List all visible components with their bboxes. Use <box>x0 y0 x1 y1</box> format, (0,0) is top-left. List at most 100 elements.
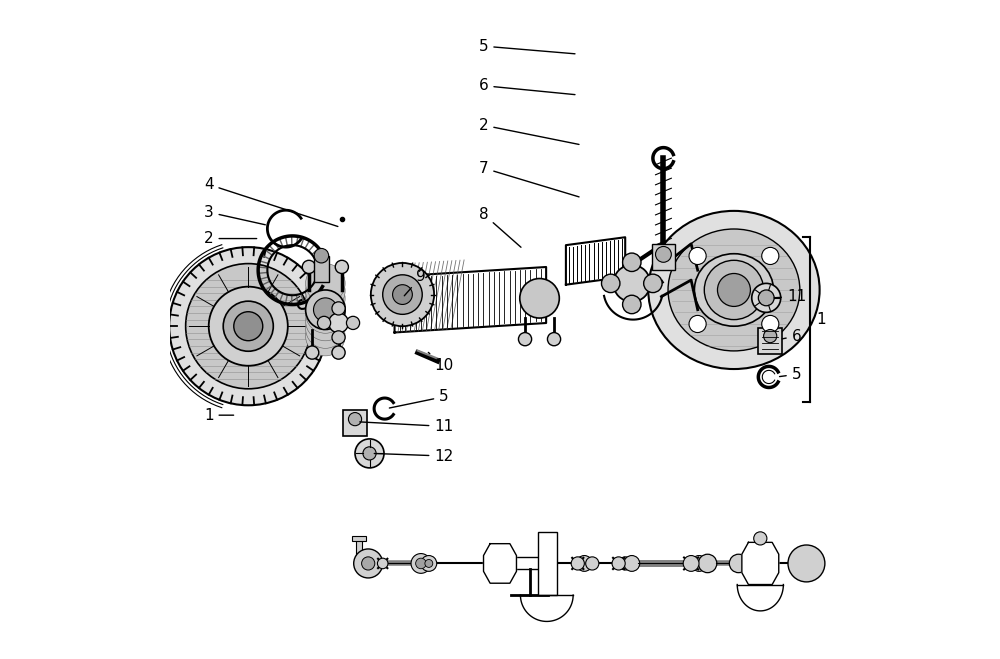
Circle shape <box>306 264 345 303</box>
Circle shape <box>306 301 345 341</box>
Text: 11: 11 <box>360 419 454 434</box>
Circle shape <box>788 545 825 582</box>
Circle shape <box>520 279 559 318</box>
Circle shape <box>383 275 422 314</box>
Circle shape <box>377 558 388 569</box>
Circle shape <box>576 556 592 571</box>
Circle shape <box>302 260 315 273</box>
Bar <box>652 244 675 270</box>
Ellipse shape <box>648 211 820 369</box>
Circle shape <box>612 557 625 570</box>
Circle shape <box>306 309 345 349</box>
Text: 8: 8 <box>479 207 521 247</box>
Circle shape <box>683 556 699 571</box>
Circle shape <box>329 313 348 333</box>
Circle shape <box>348 413 362 426</box>
Circle shape <box>335 260 348 273</box>
Circle shape <box>306 286 345 326</box>
Circle shape <box>624 556 640 571</box>
Circle shape <box>362 557 375 570</box>
Circle shape <box>704 260 764 320</box>
Text: 1: 1 <box>204 408 234 422</box>
Bar <box>352 536 366 541</box>
Circle shape <box>764 330 777 343</box>
Circle shape <box>416 558 426 569</box>
Circle shape <box>306 290 345 330</box>
Circle shape <box>209 287 288 366</box>
Circle shape <box>306 279 345 318</box>
Circle shape <box>332 346 345 359</box>
Text: 2: 2 <box>204 231 257 246</box>
Circle shape <box>411 554 431 573</box>
Circle shape <box>234 312 263 341</box>
Circle shape <box>518 333 532 346</box>
Circle shape <box>571 557 584 570</box>
Circle shape <box>752 283 781 312</box>
Circle shape <box>306 346 319 359</box>
Ellipse shape <box>668 229 800 351</box>
Circle shape <box>425 559 433 567</box>
Circle shape <box>306 294 345 333</box>
Bar <box>758 328 782 354</box>
Circle shape <box>306 316 345 356</box>
Circle shape <box>689 316 706 333</box>
Circle shape <box>332 331 345 344</box>
Polygon shape <box>566 237 625 285</box>
Text: 6: 6 <box>479 78 575 95</box>
Circle shape <box>363 447 376 460</box>
Text: 7: 7 <box>479 161 579 197</box>
Text: 5: 5 <box>780 367 801 382</box>
Polygon shape <box>395 267 546 332</box>
Circle shape <box>623 295 641 314</box>
Circle shape <box>613 265 650 302</box>
Circle shape <box>758 290 774 306</box>
Circle shape <box>223 301 273 351</box>
Circle shape <box>754 532 767 545</box>
Circle shape <box>762 316 779 333</box>
Circle shape <box>371 263 434 326</box>
Text: 5: 5 <box>389 389 449 408</box>
Circle shape <box>317 316 331 330</box>
Text: 2: 2 <box>479 118 579 144</box>
Text: 3: 3 <box>204 205 265 225</box>
Text: 12: 12 <box>374 449 454 463</box>
Polygon shape <box>742 542 779 585</box>
Circle shape <box>354 549 383 578</box>
Circle shape <box>729 554 748 573</box>
Circle shape <box>698 554 717 573</box>
Text: 1: 1 <box>816 312 826 327</box>
Circle shape <box>421 556 437 571</box>
Circle shape <box>314 248 329 263</box>
Circle shape <box>332 302 345 315</box>
Bar <box>510 557 549 569</box>
Circle shape <box>762 247 779 264</box>
Circle shape <box>314 298 337 322</box>
Circle shape <box>689 247 706 264</box>
Circle shape <box>717 273 750 306</box>
Circle shape <box>186 264 311 389</box>
Text: 10: 10 <box>428 353 454 373</box>
Bar <box>538 532 557 595</box>
Text: 5: 5 <box>479 39 575 54</box>
Polygon shape <box>484 544 516 583</box>
Polygon shape <box>520 595 573 621</box>
Circle shape <box>619 557 632 570</box>
Circle shape <box>691 556 707 571</box>
Circle shape <box>547 333 561 346</box>
Circle shape <box>623 253 641 272</box>
Circle shape <box>346 316 360 330</box>
Circle shape <box>393 285 412 304</box>
Circle shape <box>169 247 327 405</box>
Circle shape <box>656 246 671 262</box>
Ellipse shape <box>694 254 773 326</box>
Circle shape <box>306 271 345 310</box>
Bar <box>343 410 367 436</box>
Text: 4: 4 <box>204 177 338 227</box>
Bar <box>314 256 329 282</box>
Text: 9: 9 <box>404 270 426 296</box>
Bar <box>356 540 362 567</box>
Text: 6: 6 <box>782 329 801 343</box>
Circle shape <box>586 557 599 570</box>
Circle shape <box>355 439 384 468</box>
Circle shape <box>601 274 620 293</box>
